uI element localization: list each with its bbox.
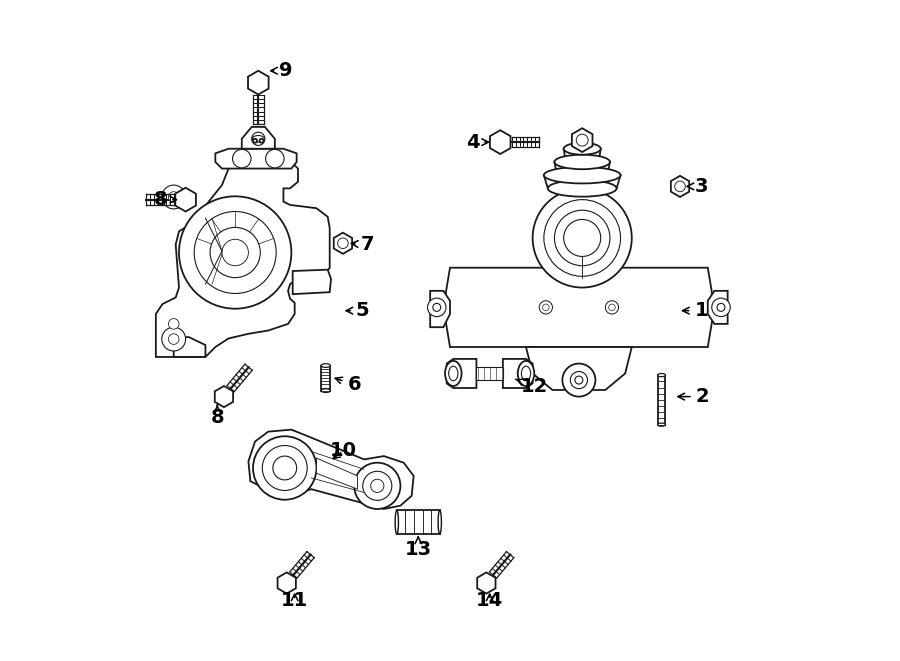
Circle shape <box>712 298 730 317</box>
Polygon shape <box>476 367 503 380</box>
Polygon shape <box>242 127 274 149</box>
Circle shape <box>533 188 632 288</box>
Circle shape <box>563 219 600 256</box>
Polygon shape <box>490 130 510 154</box>
Polygon shape <box>176 188 196 212</box>
Text: 11: 11 <box>281 591 309 609</box>
Polygon shape <box>572 128 592 152</box>
Ellipse shape <box>563 143 600 155</box>
Polygon shape <box>292 270 331 294</box>
Circle shape <box>222 239 248 266</box>
Text: 7: 7 <box>351 235 374 254</box>
Circle shape <box>262 446 307 490</box>
Polygon shape <box>477 572 496 594</box>
Ellipse shape <box>449 366 458 381</box>
Circle shape <box>371 479 384 492</box>
Ellipse shape <box>554 155 610 169</box>
Text: 9: 9 <box>271 61 292 80</box>
Circle shape <box>554 210 610 266</box>
Polygon shape <box>215 149 297 169</box>
Ellipse shape <box>544 167 620 183</box>
Circle shape <box>253 139 257 143</box>
Circle shape <box>253 436 317 500</box>
Circle shape <box>428 298 446 317</box>
Polygon shape <box>397 510 440 534</box>
Polygon shape <box>215 386 233 407</box>
Circle shape <box>162 185 185 209</box>
Ellipse shape <box>518 361 535 386</box>
Circle shape <box>606 301 618 314</box>
Polygon shape <box>526 347 632 390</box>
Text: 12: 12 <box>516 377 548 396</box>
Circle shape <box>675 181 685 192</box>
Ellipse shape <box>252 136 265 142</box>
Circle shape <box>338 238 348 249</box>
Ellipse shape <box>521 366 531 381</box>
Circle shape <box>543 304 549 311</box>
Polygon shape <box>317 458 357 489</box>
Circle shape <box>539 301 553 314</box>
Polygon shape <box>444 268 715 347</box>
Ellipse shape <box>321 389 330 393</box>
Text: 5: 5 <box>346 301 370 320</box>
Circle shape <box>571 371 588 389</box>
Polygon shape <box>277 572 296 594</box>
Polygon shape <box>321 366 330 391</box>
Ellipse shape <box>445 361 462 386</box>
Circle shape <box>168 192 179 202</box>
Polygon shape <box>707 291 727 324</box>
Polygon shape <box>554 162 610 175</box>
Circle shape <box>575 376 583 384</box>
Circle shape <box>259 139 264 143</box>
Circle shape <box>252 132 265 145</box>
Ellipse shape <box>321 364 330 368</box>
Polygon shape <box>563 149 600 162</box>
Circle shape <box>576 134 588 146</box>
Circle shape <box>210 227 260 278</box>
Circle shape <box>266 149 284 168</box>
Text: 3: 3 <box>688 177 708 196</box>
Circle shape <box>433 303 441 311</box>
Text: 8: 8 <box>211 405 224 427</box>
Circle shape <box>194 212 276 293</box>
Circle shape <box>179 196 292 309</box>
Text: 10: 10 <box>329 442 356 460</box>
Circle shape <box>355 463 400 509</box>
Circle shape <box>232 149 251 168</box>
Polygon shape <box>156 153 329 357</box>
Polygon shape <box>503 359 533 388</box>
Polygon shape <box>658 375 665 424</box>
Polygon shape <box>670 176 689 197</box>
Text: 8: 8 <box>154 190 176 209</box>
Circle shape <box>168 334 179 344</box>
Text: 1: 1 <box>682 301 708 320</box>
Polygon shape <box>544 175 620 188</box>
Polygon shape <box>174 337 205 357</box>
Polygon shape <box>248 430 414 509</box>
Circle shape <box>544 200 620 276</box>
Circle shape <box>608 304 616 311</box>
Ellipse shape <box>395 510 399 534</box>
Text: 2: 2 <box>678 387 709 406</box>
Polygon shape <box>430 291 450 327</box>
Circle shape <box>717 303 725 311</box>
Circle shape <box>273 456 297 480</box>
Text: 14: 14 <box>476 591 503 609</box>
Circle shape <box>562 364 596 397</box>
Ellipse shape <box>548 180 617 197</box>
Text: 4: 4 <box>465 133 489 151</box>
Ellipse shape <box>658 373 665 377</box>
Text: 6: 6 <box>336 375 361 394</box>
Ellipse shape <box>438 510 441 534</box>
Polygon shape <box>248 71 268 95</box>
Circle shape <box>363 471 392 500</box>
Polygon shape <box>446 359 476 388</box>
Text: 13: 13 <box>405 537 432 559</box>
Circle shape <box>168 319 179 329</box>
Circle shape <box>162 327 185 351</box>
Polygon shape <box>334 233 352 254</box>
Ellipse shape <box>658 423 665 426</box>
